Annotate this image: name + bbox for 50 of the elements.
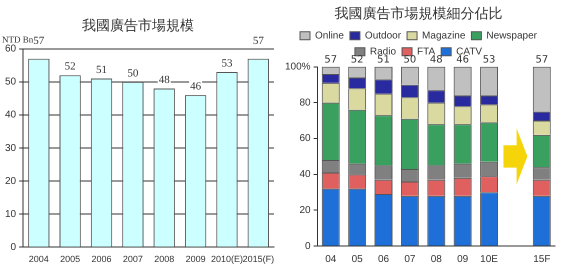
y-tick-label: 40 — [299, 169, 312, 180]
legend-label: Online — [315, 30, 344, 42]
data-label: 53 — [221, 57, 233, 70]
x-tick-label: 2004 — [28, 254, 49, 264]
y-tick-label: 60 — [5, 44, 17, 55]
legend-label: Newspaper — [486, 30, 538, 42]
data-label: 51 — [96, 64, 108, 76]
data-label: 50 — [127, 67, 139, 80]
y-axis-title: NTD Bn — [2, 34, 34, 45]
y-tick-label: 40 — [5, 110, 17, 121]
x-tick-label: 2010(E) — [210, 254, 243, 264]
x-tick-label: 05 — [352, 254, 364, 265]
x-tick-label: 07 — [404, 254, 416, 265]
annotation: 57 — [324, 54, 338, 66]
x-tick-label: 2005 — [60, 254, 80, 264]
y-tick-label: 10 — [5, 208, 17, 220]
y-tick-label: 0 — [10, 242, 17, 253]
annotation: 53 — [482, 54, 496, 66]
data-label: 52 — [64, 60, 76, 73]
y-tick-label: 80 — [299, 97, 312, 108]
chart-title: 我國廣告市場規模細分佔比 — [334, 6, 502, 22]
y-tick-label: 30 — [5, 142, 17, 154]
y-tick-label: 60 — [299, 133, 312, 144]
x-tick-label: 15F — [533, 254, 550, 265]
x-tick-label: 2006 — [92, 254, 112, 264]
annotation: 48 — [430, 54, 443, 66]
x-tick-label: 2007 — [122, 254, 143, 264]
y-tick-label: 20 — [299, 204, 312, 216]
x-tick-label: 2009 — [186, 254, 206, 264]
x-tick-label: 08 — [430, 254, 442, 265]
y-tick-label: 0 — [305, 240, 312, 252]
y-tick-label: 20 — [5, 176, 17, 187]
legend-label: Outdoor — [364, 30, 402, 42]
x-tick-label: 2015(F) — [242, 254, 274, 264]
y-tick-label: 50 — [5, 76, 17, 88]
legend-label: Magazine — [422, 30, 466, 42]
annotation: 57 — [535, 54, 548, 66]
data-label: 48 — [158, 74, 170, 86]
chart-title: 我國廣告市場規模 — [82, 18, 194, 34]
data-label: 57 — [252, 35, 264, 48]
data-label: 57 — [33, 35, 45, 48]
x-tick-label: 10E — [480, 254, 498, 265]
data-label: 46 — [190, 80, 202, 92]
x-tick-label: 2008 — [154, 254, 174, 264]
annotation: 50 — [404, 54, 416, 66]
annotation: 52 — [350, 54, 364, 66]
x-tick-label: 06 — [378, 254, 390, 265]
x-tick-label: 09 — [457, 254, 469, 265]
x-tick-label: 04 — [325, 254, 337, 265]
y-tick-label: 100% — [285, 62, 311, 73]
